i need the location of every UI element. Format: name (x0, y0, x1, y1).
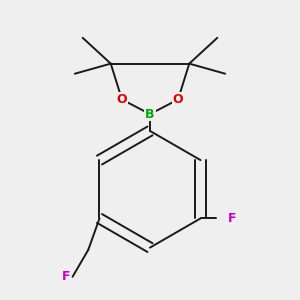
Text: B: B (145, 108, 155, 121)
Text: F: F (61, 270, 70, 283)
Text: O: O (117, 93, 127, 106)
Text: O: O (173, 93, 183, 106)
Text: F: F (228, 212, 236, 225)
